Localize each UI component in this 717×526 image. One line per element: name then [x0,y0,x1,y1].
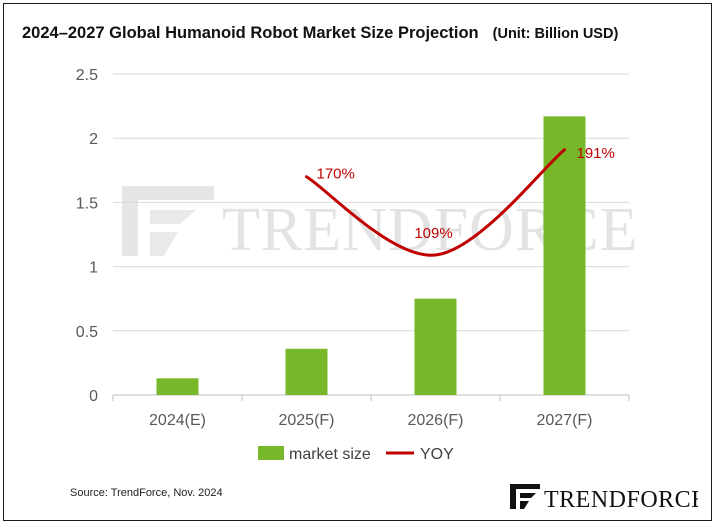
legend-bar-swatch [258,446,284,460]
x-tick-label: 2026(F) [407,412,463,429]
gridlines [113,73,629,396]
y-tick-label: 1.5 [76,195,98,212]
legend-line-label: YOY [420,446,454,463]
yoy-series: 170% 109% 191% [305,145,615,257]
chart-unit: (Unit: Billion USD) [492,26,619,42]
bar [414,298,457,395]
yoy-data-label: 109% [414,225,452,242]
y-tick-label: 0.5 [76,324,98,341]
bar [156,378,199,395]
x-tick-label: 2025(F) [278,412,334,429]
source-note: Source: TrendForce, Nov. 2024 [70,487,223,499]
brand-logo: TRENDFORCE [510,484,698,513]
bar [285,348,328,395]
chart-title-text: 2024–2027 Global Humanoid Robot Market S… [22,24,479,42]
chart-frame [3,3,712,521]
brand-name: TRENDFORCE [544,487,698,513]
y-tick-label: 1 [89,260,98,277]
chart-title: 2024–2027 Global Humanoid Robot Market S… [22,24,702,43]
x-tick-label: 2024(E) [149,412,206,429]
x-tick-label: 2027(F) [536,412,592,429]
y-tick-label: 0 [89,388,98,405]
y-axis-ticks: 0 0.5 1 1.5 2 2.5 [76,67,98,405]
brand-logo-icon [510,484,540,509]
yoy-line [305,148,566,257]
yoy-data-label: 170% [317,166,355,183]
watermark-logo-icon [122,186,214,256]
y-tick-label: 2.5 [76,67,98,84]
legend: market size YOY [258,446,454,463]
yoy-data-label: 191% [577,145,615,162]
x-axis-ticks: 2024(E) 2025(F) 2026(F) 2027(F) [112,395,630,429]
y-tick-label: 2 [89,131,98,148]
legend-bar-label: market size [289,446,371,463]
